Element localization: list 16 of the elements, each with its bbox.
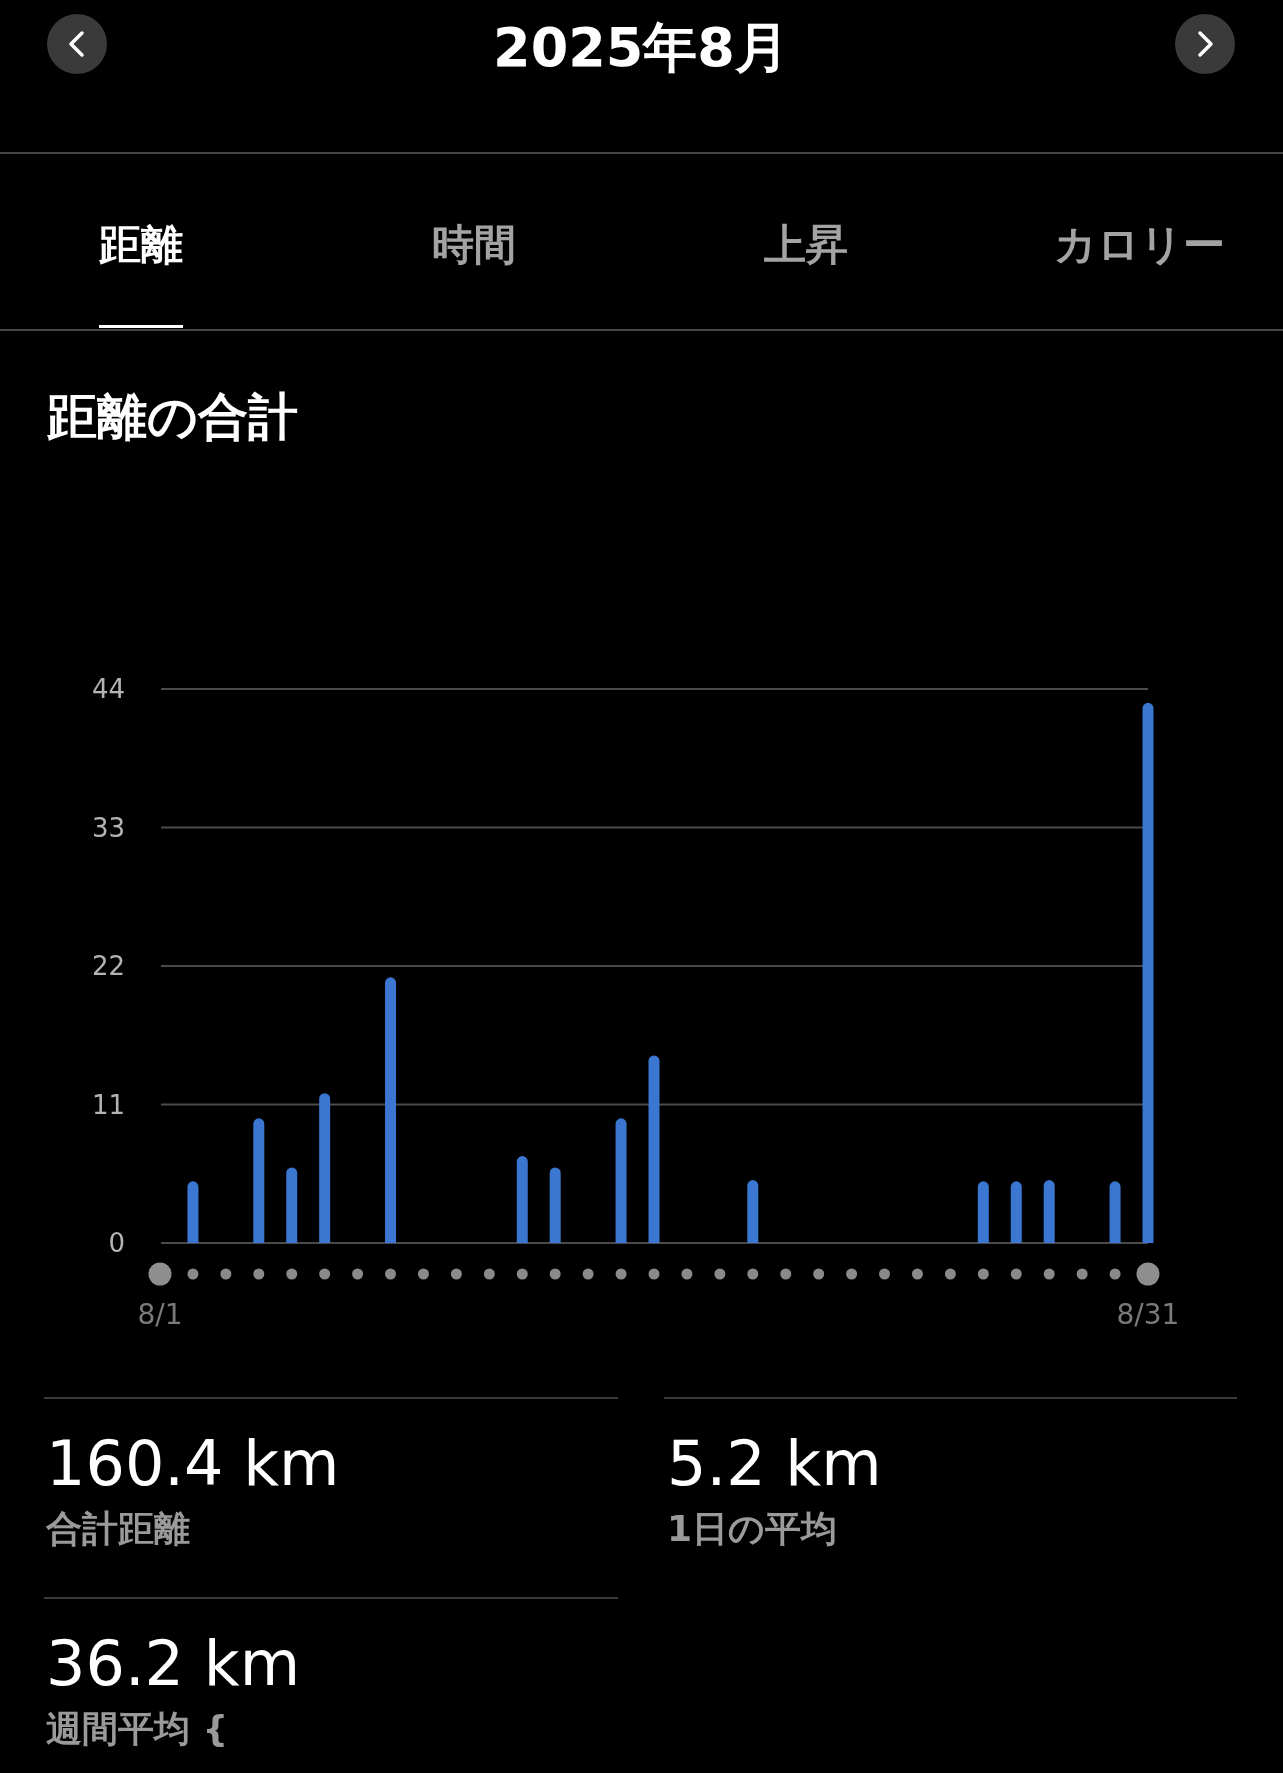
chart-title: 2025年8月	[493, 16, 789, 79]
stat: 5.2 km 1日の平均	[663, 1397, 1238, 1549]
stat: 36.2 km 週間平均 {	[43, 1597, 619, 1749]
x-tick-label: 8/1	[137, 1298, 183, 1331]
y-tick-label: 33	[91, 812, 125, 843]
text: 時間	[431, 220, 516, 269]
stat: 160.4 km 合計距離	[43, 1397, 619, 1549]
text: カロリー	[1053, 220, 1225, 269]
text: 距離	[98, 220, 183, 269]
x-tick-label: 8/31	[1116, 1298, 1180, 1331]
chart-subtitle: 距離の合計	[46, 388, 298, 446]
y-tick-label: 0	[108, 1228, 125, 1258]
text: 上昇	[763, 220, 849, 269]
y-tick-label: 44	[91, 674, 125, 704]
y-tick-label: 11	[91, 1089, 125, 1120]
y-tick-label: 22	[91, 951, 125, 981]
